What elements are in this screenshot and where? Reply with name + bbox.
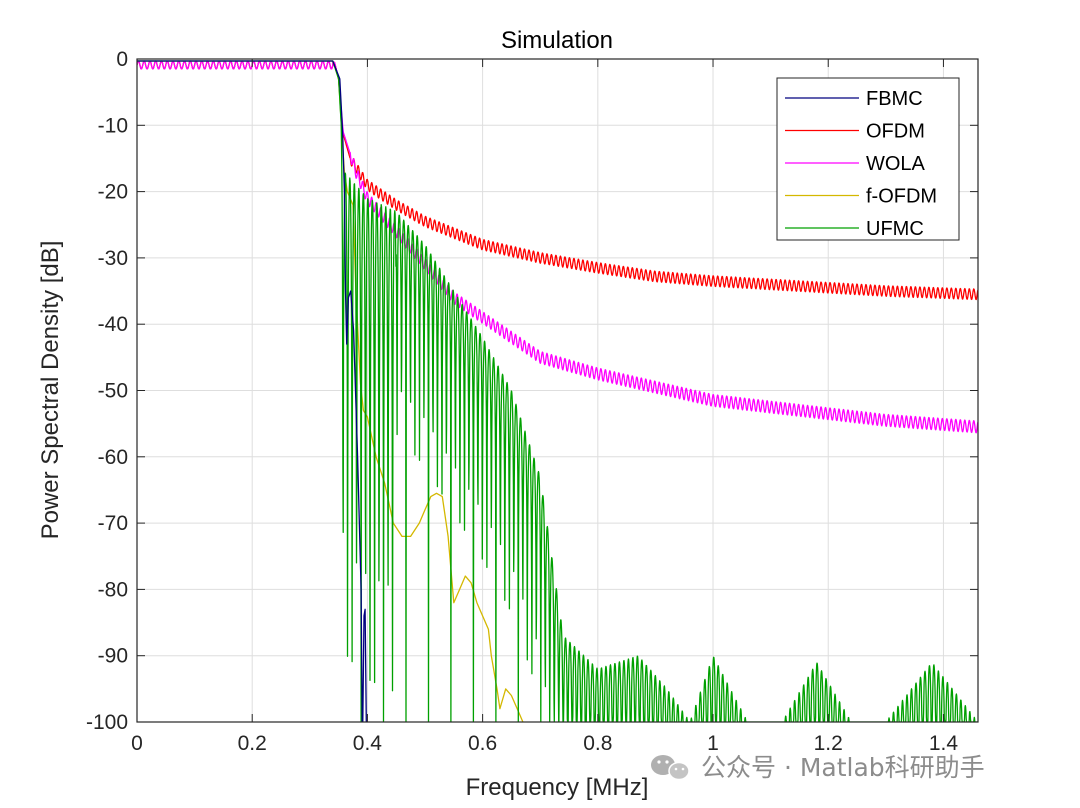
x-tick-labels: 0 0.2 0.4 0.6 0.8 1 1.2 1.4 (131, 732, 958, 755)
legend-label: WOLA (866, 153, 926, 175)
legend: FBMC OFDM WOLA f-OFDM UFMC (776, 77, 960, 241)
x-tick-label: 0.8 (583, 732, 612, 755)
x-tick-label: 0.2 (238, 732, 267, 755)
legend-label: UFMC (866, 218, 924, 240)
x-tick-label: 0 (131, 732, 143, 755)
y-tick-label: -50 (98, 380, 128, 403)
legend-box (776, 77, 960, 241)
y-tick-label: -100 (86, 711, 128, 734)
series-line-fbmc (137, 60, 367, 722)
y-tick-label: -70 (98, 512, 128, 535)
y-tick-label: -40 (98, 313, 128, 336)
x-tick-label: 0.4 (353, 732, 383, 755)
x-tick-label: 1 (707, 732, 719, 755)
x-tick-label: 1.2 (814, 732, 843, 755)
watermark: 公众号 · Matlab科研助手 (651, 753, 985, 782)
legend-label: OFDM (866, 121, 925, 143)
y-tick-label: -10 (98, 114, 128, 137)
y-tick-label: -80 (98, 578, 128, 601)
wechat-icon (651, 755, 690, 781)
legend-label: FBMC (866, 88, 923, 110)
y-axis-label: Power Spectral Density [dB] (37, 241, 64, 540)
x-tick-label: 1.4 (929, 732, 959, 755)
y-tick-label: 0 (116, 48, 128, 71)
y-tick-labels: 0 -10 -20 -30 -40 -50 -60 -70 -80 -90 -100 (86, 48, 128, 734)
y-tick-label: -20 (98, 181, 128, 204)
x-axis-label: Frequency [MHz] (466, 774, 649, 801)
watermark-text: 公众号 · Matlab科研助手 (701, 753, 985, 782)
series-layer (137, 60, 978, 722)
y-tick-label: -90 (98, 645, 128, 668)
y-tick-label: -60 (98, 446, 128, 469)
chart-title: Simulation (501, 27, 613, 54)
legend-label: f-OFDM (866, 186, 937, 208)
x-tick-label: 0.6 (468, 732, 497, 755)
y-tick-label: -30 (98, 247, 128, 270)
ticks (136, 58, 978, 723)
